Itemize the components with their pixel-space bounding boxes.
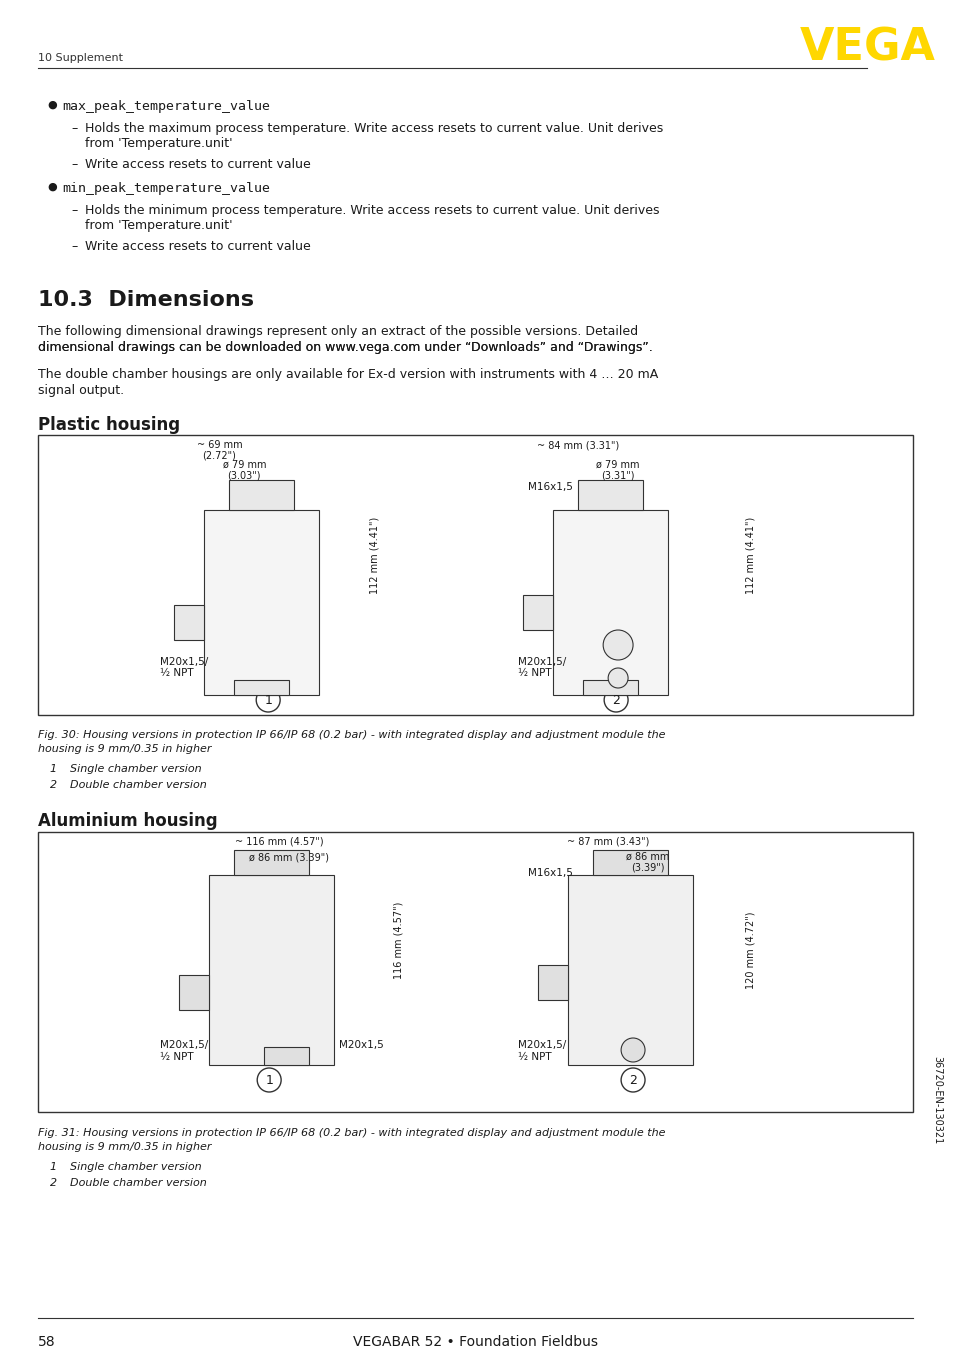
Text: M20x1,5/: M20x1,5/ [159, 1040, 208, 1049]
Text: (3.31"): (3.31") [600, 470, 634, 481]
Text: 116 mm (4.57"): 116 mm (4.57") [394, 902, 403, 979]
Text: housing is 9 mm/0.35 in higher: housing is 9 mm/0.35 in higher [38, 743, 212, 754]
Circle shape [257, 1068, 281, 1091]
Text: (2.72"): (2.72") [202, 450, 236, 460]
Bar [38, 831, 912, 1112]
Text: VEGABAR 52 • Foundation Fieldbus: VEGABAR 52 • Foundation Fieldbus [353, 1335, 598, 1349]
Bar [234, 680, 289, 695]
Bar [582, 680, 638, 695]
Text: M16x1,5: M16x1,5 [528, 868, 573, 877]
Text: –: – [71, 204, 78, 217]
Text: ~ 116 mm (4.57"): ~ 116 mm (4.57") [234, 837, 323, 848]
Text: Write access resets to current value: Write access resets to current value [85, 240, 310, 253]
Bar [523, 594, 553, 630]
Text: 2: 2 [50, 1178, 57, 1187]
Text: ½ NPT: ½ NPT [159, 668, 193, 678]
Text: ø 86 mm: ø 86 mm [626, 852, 669, 862]
Text: max_peak_temperature_value: max_peak_temperature_value [62, 100, 270, 112]
Text: 2: 2 [628, 1074, 637, 1086]
Circle shape [620, 1039, 644, 1062]
Text: 2: 2 [612, 693, 619, 707]
Text: signal output.: signal output. [38, 385, 124, 397]
Bar [568, 875, 692, 1066]
Text: (3.03"): (3.03") [227, 470, 261, 481]
Bar [264, 1047, 309, 1066]
Text: 112 mm (4.41"): 112 mm (4.41") [745, 516, 755, 593]
Text: –: – [71, 158, 78, 171]
Bar [593, 850, 667, 875]
Text: Fig. 30: Housing versions in protection IP 66/IP 68 (0.2 bar) - with integrated : Fig. 30: Housing versions in protection … [38, 730, 664, 741]
Text: 1: 1 [50, 764, 57, 774]
Circle shape [620, 1068, 644, 1091]
Text: M16x1,5: M16x1,5 [528, 482, 573, 492]
Bar [204, 510, 318, 695]
Text: dimensional drawings can be downloaded on www.vega.com under “Downloads” and “Dr: dimensional drawings can be downloaded o… [38, 341, 652, 353]
Text: –: – [71, 240, 78, 253]
Bar [174, 605, 204, 640]
Bar [553, 510, 667, 695]
Bar [234, 850, 309, 875]
Text: M20x1,5/: M20x1,5/ [517, 1040, 566, 1049]
Text: Holds the maximum process temperature. Write access resets to current value. Uni: Holds the maximum process temperature. W… [85, 122, 662, 150]
Text: 58: 58 [38, 1335, 55, 1349]
Text: The double chamber housings are only available for Ex-d version with instruments: The double chamber housings are only ava… [38, 368, 658, 380]
Text: (3.39"): (3.39") [631, 862, 664, 872]
Text: ø 79 mm: ø 79 mm [222, 460, 266, 470]
Text: ø 86 mm (3.39"): ø 86 mm (3.39") [249, 852, 329, 862]
Text: –: – [71, 122, 78, 135]
Circle shape [256, 688, 280, 712]
Text: 2: 2 [50, 780, 57, 789]
Text: Holds the minimum process temperature. Write access resets to current value. Uni: Holds the minimum process temperature. W… [85, 204, 659, 232]
Text: ~ 84 mm (3.31"): ~ 84 mm (3.31") [537, 440, 618, 450]
Text: ½ NPT: ½ NPT [517, 668, 552, 678]
Text: 36720-EN-130321: 36720-EN-130321 [931, 1056, 942, 1144]
Circle shape [602, 630, 633, 659]
Text: 10.3  Dimensions: 10.3 Dimensions [38, 290, 253, 310]
Text: Write access resets to current value: Write access resets to current value [85, 158, 310, 171]
Text: 10 Supplement: 10 Supplement [38, 53, 123, 64]
Text: Plastic housing: Plastic housing [38, 416, 180, 435]
Text: ~ 87 mm (3.43"): ~ 87 mm (3.43") [566, 837, 649, 848]
Text: ½ NPT: ½ NPT [159, 1052, 193, 1062]
Text: The following dimensional drawings represent only an extract of the possible ver: The following dimensional drawings repre… [38, 325, 638, 338]
Text: ½ NPT: ½ NPT [517, 1052, 552, 1062]
Bar [578, 481, 642, 510]
Text: 1: 1 [265, 1074, 273, 1086]
Text: 1: 1 [50, 1162, 57, 1173]
Text: Double chamber version: Double chamber version [70, 780, 206, 789]
Text: ~ 69 mm: ~ 69 mm [196, 440, 242, 450]
Text: M20x1,5/: M20x1,5/ [517, 657, 566, 668]
Bar [38, 435, 912, 715]
Text: Double chamber version: Double chamber version [70, 1178, 206, 1187]
Bar [179, 975, 209, 1010]
Text: 112 mm (4.41"): 112 mm (4.41") [370, 516, 379, 593]
Text: M20x1,5: M20x1,5 [338, 1040, 383, 1049]
Text: min_peak_temperature_value: min_peak_temperature_value [62, 181, 270, 195]
Bar [209, 875, 334, 1066]
Text: housing is 9 mm/0.35 in higher: housing is 9 mm/0.35 in higher [38, 1141, 212, 1152]
Text: ø 79 mm: ø 79 mm [596, 460, 639, 470]
Text: Single chamber version: Single chamber version [70, 764, 201, 774]
Circle shape [607, 668, 627, 688]
Text: 120 mm (4.72"): 120 mm (4.72") [745, 911, 755, 988]
Text: Fig. 31: Housing versions in protection IP 66/IP 68 (0.2 bar) - with integrated : Fig. 31: Housing versions in protection … [38, 1128, 664, 1137]
Text: ●: ● [48, 181, 57, 192]
Text: 1: 1 [264, 693, 272, 707]
Bar [537, 965, 568, 1001]
Text: dimensional drawings can be downloaded on www.vega.com under “Downloads” and “Dr: dimensional drawings can be downloaded o… [38, 341, 652, 353]
Text: M20x1,5/: M20x1,5/ [159, 657, 208, 668]
Bar [229, 481, 294, 510]
Circle shape [603, 688, 627, 712]
Text: Aluminium housing: Aluminium housing [38, 812, 217, 830]
Text: ●: ● [48, 100, 57, 110]
Text: VEGA: VEGA [799, 27, 934, 69]
Text: Single chamber version: Single chamber version [70, 1162, 201, 1173]
